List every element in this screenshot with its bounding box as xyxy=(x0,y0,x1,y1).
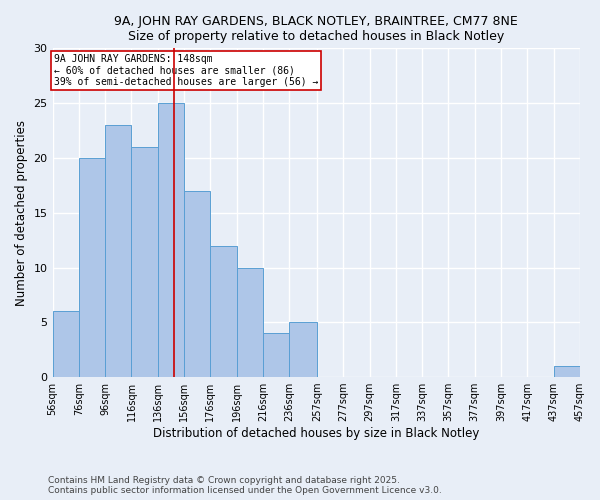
Bar xyxy=(158,103,184,377)
Bar xyxy=(184,191,211,377)
Bar xyxy=(105,125,131,377)
Title: 9A, JOHN RAY GARDENS, BLACK NOTLEY, BRAINTREE, CM77 8NE
Size of property relativ: 9A, JOHN RAY GARDENS, BLACK NOTLEY, BRAI… xyxy=(115,15,518,43)
Bar xyxy=(236,268,263,377)
Bar xyxy=(263,333,289,377)
Bar xyxy=(79,158,105,377)
Text: 9A JOHN RAY GARDENS: 148sqm
← 60% of detached houses are smaller (86)
39% of sem: 9A JOHN RAY GARDENS: 148sqm ← 60% of det… xyxy=(54,54,318,87)
Y-axis label: Number of detached properties: Number of detached properties xyxy=(15,120,28,306)
Text: Contains HM Land Registry data © Crown copyright and database right 2025.
Contai: Contains HM Land Registry data © Crown c… xyxy=(48,476,442,495)
X-axis label: Distribution of detached houses by size in Black Notley: Distribution of detached houses by size … xyxy=(153,427,479,440)
Bar xyxy=(289,322,317,377)
Bar xyxy=(554,366,580,377)
Bar xyxy=(53,312,79,377)
Bar xyxy=(131,147,158,377)
Bar xyxy=(211,246,236,377)
